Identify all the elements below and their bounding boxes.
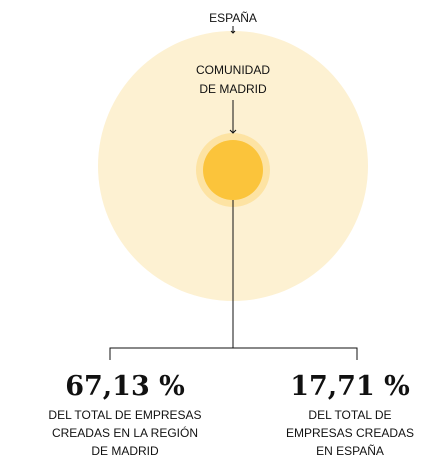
inner-arrow-head: [229, 129, 237, 134]
stat-caption: EN ESPAÑA: [316, 444, 384, 458]
stat-value: 17,71 %: [290, 371, 410, 402]
stat-caption: DE MADRID: [91, 444, 159, 458]
outer-arrow-head: [230, 30, 236, 34]
inner-label: DE MADRID: [199, 82, 267, 96]
stat-caption: DEL TOTAL DE EMPRESAS: [48, 408, 201, 422]
stat-caption: DEL TOTAL DE: [308, 408, 391, 422]
stat-caption: EMPRESAS CREADAS: [286, 426, 414, 440]
inner-circle: [203, 140, 263, 200]
outer-label: ESPAÑA: [209, 11, 257, 25]
bracket: [109, 347, 358, 360]
stat-value: 67,13 %: [65, 371, 185, 402]
stat-caption: CREADAS EN LA REGIÓN: [52, 425, 198, 440]
inner-label: COMUNIDAD: [196, 63, 270, 77]
